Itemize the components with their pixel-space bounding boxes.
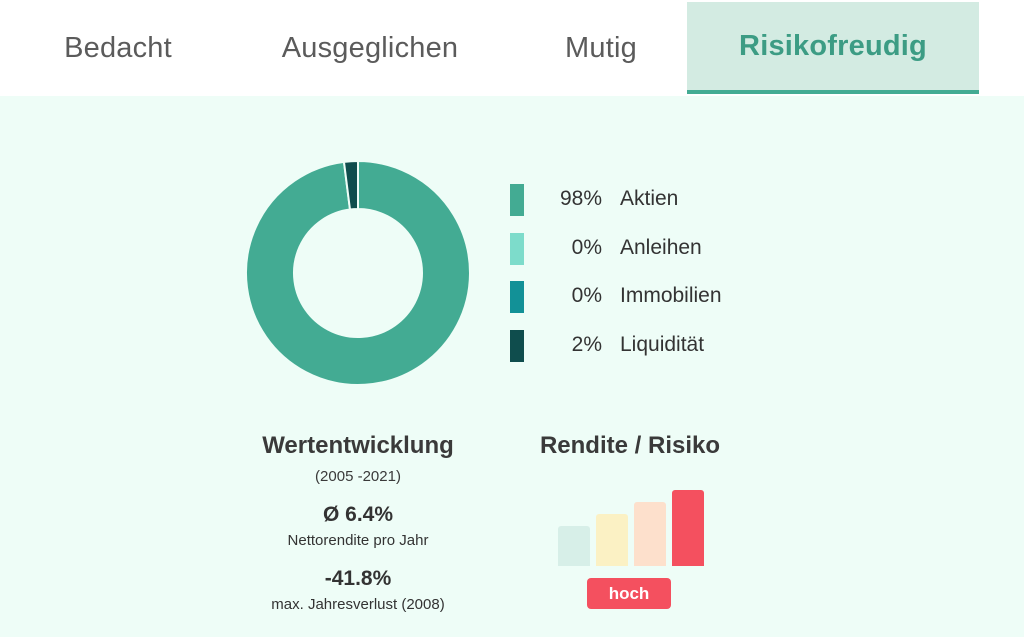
legend-percent-anleihen: 0% bbox=[571, 236, 602, 259]
legend-percent-liquiditaet: 2% bbox=[571, 333, 602, 356]
average-return-value: Ø 6.4% bbox=[322, 503, 394, 526]
legend-item-anleihen: 0% Anleihen bbox=[510, 233, 770, 265]
performance-period: (2005 -2021) bbox=[315, 468, 401, 485]
legend-item-immobilien: 0% Immobilien bbox=[510, 281, 770, 313]
legend-swatch-anleihen bbox=[510, 233, 524, 265]
legend-label-immobilien: Immobilien bbox=[620, 284, 722, 307]
legend-label-aktien: Aktien bbox=[620, 187, 679, 210]
risk-title: Rendite / Risiko bbox=[539, 432, 721, 459]
tab-ausgeglichen[interactable]: Ausgeglichen bbox=[281, 31, 459, 64]
tab-risikofreudig[interactable]: Risikofreudig bbox=[687, 2, 979, 94]
tab-mutig[interactable]: Mutig bbox=[565, 31, 637, 64]
risk-bar-2 bbox=[596, 514, 628, 566]
donut-slice-liquiditt bbox=[342, 161, 359, 211]
max-loss-label: max. Jahresverlust (2008) bbox=[271, 596, 445, 613]
legend-swatch-liquiditaet bbox=[510, 330, 524, 362]
tab-bedacht[interactable]: Bedacht bbox=[64, 31, 172, 64]
risk-level-badge: hoch bbox=[587, 578, 671, 609]
legend-swatch-aktien bbox=[510, 184, 524, 216]
allocation-donut-chart bbox=[246, 161, 470, 385]
legend-item-aktien: 98% Aktien bbox=[510, 184, 770, 216]
max-loss-value: -41.8% bbox=[324, 567, 392, 590]
donut-slice-aktien bbox=[246, 161, 470, 385]
risk-bar-3 bbox=[634, 502, 666, 566]
strategy-tabs: Bedacht Ausgeglichen Mutig Risikofreudig bbox=[0, 0, 1024, 96]
legend-percent-aktien: 98% bbox=[559, 187, 602, 210]
legend-item-liquiditaet: 2% Liquidität bbox=[510, 330, 770, 362]
legend-swatch-immobilien bbox=[510, 281, 524, 313]
legend-label-anleihen: Anleihen bbox=[620, 236, 702, 259]
legend-label-liquiditaet: Liquidität bbox=[620, 333, 705, 356]
risk-bar-4 bbox=[672, 490, 704, 566]
strategy-panel bbox=[0, 96, 1024, 637]
legend-percent-immobilien: 0% bbox=[571, 284, 602, 307]
risk-bar-1 bbox=[558, 526, 590, 566]
average-return-label: Nettorendite pro Jahr bbox=[287, 532, 429, 549]
performance-title: Wertentwicklung bbox=[262, 432, 454, 459]
performance-section: Wertentwicklung (2005 -2021) Ø 6.4% Nett… bbox=[236, 432, 480, 613]
